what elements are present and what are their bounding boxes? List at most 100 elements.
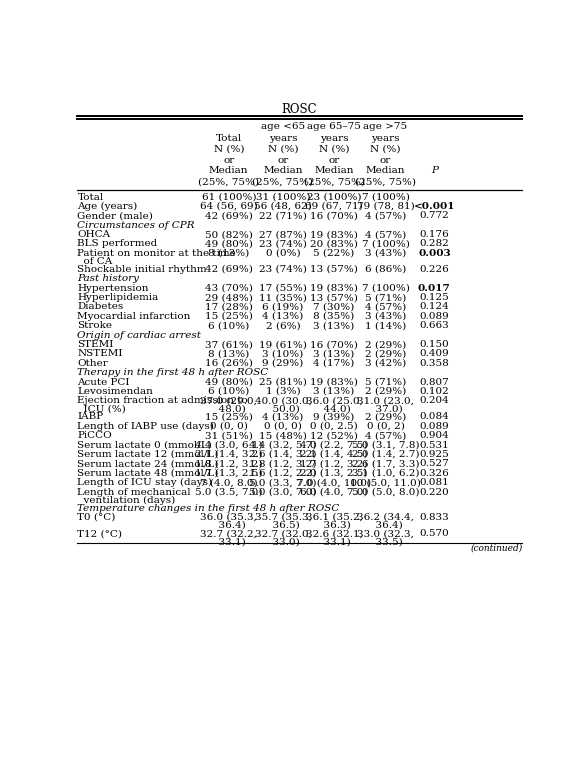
Text: 0 (0, 0): 0 (0, 0) xyxy=(210,422,248,431)
Text: 1 (14%): 1 (14%) xyxy=(365,321,406,330)
Text: 32.7 (32.2,: 32.7 (32.2, xyxy=(201,529,257,538)
Text: 0.326: 0.326 xyxy=(419,469,449,478)
Text: 22 (71%): 22 (71%) xyxy=(259,212,307,220)
Text: IABP: IABP xyxy=(78,412,104,422)
Text: Acute PCI: Acute PCI xyxy=(78,378,130,387)
Text: 0.089: 0.089 xyxy=(419,422,449,431)
Text: 20 (83%): 20 (83%) xyxy=(310,239,358,249)
Text: T0 (°C): T0 (°C) xyxy=(78,513,116,522)
Text: 0 (0, 2): 0 (0, 2) xyxy=(367,422,405,431)
Text: 0.220: 0.220 xyxy=(419,488,449,496)
Text: 19 (83%): 19 (83%) xyxy=(310,283,358,293)
Text: 4 (57%): 4 (57%) xyxy=(365,212,406,220)
Text: 4.0 (2.2, 7.5): 4.0 (2.2, 7.5) xyxy=(300,441,368,449)
Text: 17 (55%): 17 (55%) xyxy=(259,283,307,293)
Text: 0.531: 0.531 xyxy=(419,441,449,449)
Text: (25%, 75%): (25%, 75%) xyxy=(198,177,259,186)
Text: 0 (0, 2.5): 0 (0, 2.5) xyxy=(310,422,358,431)
Text: 42 (69%): 42 (69%) xyxy=(205,265,252,274)
Text: Total: Total xyxy=(216,134,242,144)
Text: 13 (57%): 13 (57%) xyxy=(310,293,358,302)
Text: ventilation (days): ventilation (days) xyxy=(78,496,175,505)
Text: (25%, 75%): (25%, 75%) xyxy=(304,177,364,186)
Text: (25%, 75%): (25%, 75%) xyxy=(252,177,314,186)
Text: Hypertension: Hypertension xyxy=(78,283,149,293)
Text: 0.081: 0.081 xyxy=(419,478,449,487)
Text: 15 (25%): 15 (25%) xyxy=(205,412,252,422)
Text: 17 (28%): 17 (28%) xyxy=(205,303,252,311)
Text: 3 (10%): 3 (10%) xyxy=(262,350,304,358)
Text: 48.0): 48.0) xyxy=(212,405,245,413)
Text: ICU (%): ICU (%) xyxy=(78,405,126,413)
Text: T12 (°C): T12 (°C) xyxy=(78,529,122,538)
Text: 31 (100%): 31 (100%) xyxy=(256,192,310,201)
Text: N (%): N (%) xyxy=(319,145,349,154)
Text: 0.925: 0.925 xyxy=(419,450,449,459)
Text: 5.0 (5.0, 8.0): 5.0 (5.0, 8.0) xyxy=(352,488,419,496)
Text: 5.0 (3.5, 7.0): 5.0 (3.5, 7.0) xyxy=(195,488,262,496)
Text: P: P xyxy=(431,166,438,175)
Text: 0.282: 0.282 xyxy=(419,239,449,249)
Text: 3 (13%): 3 (13%) xyxy=(314,387,354,396)
Text: 11 (35%): 11 (35%) xyxy=(259,293,307,302)
Text: Hyperlipidemia: Hyperlipidemia xyxy=(78,293,159,302)
Text: 40.0 (30.0,: 40.0 (30.0, xyxy=(255,396,311,405)
Text: 19 (83%): 19 (83%) xyxy=(310,378,358,387)
Text: Therapy in the first 48 h after ROSC: Therapy in the first 48 h after ROSC xyxy=(78,368,269,378)
Text: 0.204: 0.204 xyxy=(419,396,449,405)
Text: 0.772: 0.772 xyxy=(419,212,449,220)
Text: 36.2 (34.4,: 36.2 (34.4, xyxy=(357,513,414,522)
Text: 5.0 (3.3, 7.0): 5.0 (3.3, 7.0) xyxy=(249,478,317,487)
Text: 2.1 (1.4, 4.5): 2.1 (1.4, 4.5) xyxy=(300,450,368,459)
Text: 6.0 (4.0, 7.0): 6.0 (4.0, 7.0) xyxy=(300,488,368,496)
Text: 61 (100%): 61 (100%) xyxy=(202,192,256,201)
Text: 0.124: 0.124 xyxy=(419,303,449,311)
Text: 2 (6%): 2 (6%) xyxy=(266,321,300,330)
Text: 1.8 (1.2, 3.2): 1.8 (1.2, 3.2) xyxy=(249,459,317,469)
Text: Length of mechanical: Length of mechanical xyxy=(78,488,191,496)
Text: OHCA: OHCA xyxy=(78,230,111,239)
Text: 7 (4.0, 8.0): 7 (4.0, 8.0) xyxy=(200,478,258,487)
Text: 6 (10%): 6 (10%) xyxy=(208,321,250,330)
Text: 7.0 (4.0, 10.0): 7.0 (4.0, 10.0) xyxy=(297,478,371,487)
Text: 9 (29%): 9 (29%) xyxy=(262,359,304,367)
Text: 49 (80%): 49 (80%) xyxy=(205,239,252,249)
Text: 37 (61%): 37 (61%) xyxy=(205,340,252,349)
Text: 36.1 (35.2,: 36.1 (35.2, xyxy=(305,513,363,522)
Text: 79 (78, 81): 79 (78, 81) xyxy=(357,202,415,211)
Text: 27 (87%): 27 (87%) xyxy=(259,230,307,239)
Text: years: years xyxy=(371,134,400,144)
Text: 43 (70%): 43 (70%) xyxy=(205,283,252,293)
Text: Median: Median xyxy=(314,166,354,175)
Text: 2.6 (1.7, 3.3): 2.6 (1.7, 3.3) xyxy=(352,459,419,469)
Text: 36.4): 36.4) xyxy=(212,521,245,530)
Text: Length of ICU stay (days): Length of ICU stay (days) xyxy=(78,478,213,487)
Text: 16 (70%): 16 (70%) xyxy=(310,212,358,220)
Text: 3.1 (1.0, 6.2): 3.1 (1.0, 6.2) xyxy=(352,469,419,478)
Text: 13 (57%): 13 (57%) xyxy=(310,265,358,274)
Text: 5.0 (3.0, 7.0): 5.0 (3.0, 7.0) xyxy=(249,488,317,496)
Text: 31.0 (23.0,: 31.0 (23.0, xyxy=(357,396,414,405)
Text: PiCCO: PiCCO xyxy=(78,432,112,440)
Text: 33.0 (32.3,: 33.0 (32.3, xyxy=(357,529,414,538)
Text: Diabetes: Diabetes xyxy=(78,303,124,311)
Text: 1 (3%): 1 (3%) xyxy=(266,387,300,396)
Text: 2.0 (1.3, 2.5): 2.0 (1.3, 2.5) xyxy=(300,469,368,478)
Text: 0.570: 0.570 xyxy=(419,529,449,538)
Text: ROSC: ROSC xyxy=(281,103,317,116)
Text: Median: Median xyxy=(366,166,405,175)
Text: 12 (52%): 12 (52%) xyxy=(310,432,358,440)
Text: 36.0 (35.3,: 36.0 (35.3, xyxy=(201,513,257,522)
Text: Circumstances of CPR: Circumstances of CPR xyxy=(78,221,195,230)
Text: 0.102: 0.102 xyxy=(419,387,449,396)
Text: 7 (100%): 7 (100%) xyxy=(361,239,409,249)
Text: Serum lactate 24 (mmol/L): Serum lactate 24 (mmol/L) xyxy=(78,459,219,469)
Text: 3 (13%): 3 (13%) xyxy=(314,350,354,358)
Text: 2.1 (1.4, 3.2): 2.1 (1.4, 3.2) xyxy=(195,450,262,459)
Text: 8 (13%): 8 (13%) xyxy=(208,350,250,358)
Text: 2 (29%): 2 (29%) xyxy=(365,412,406,422)
Text: 16 (26%): 16 (26%) xyxy=(205,359,252,367)
Text: 33.5): 33.5) xyxy=(368,537,402,546)
Text: age <65: age <65 xyxy=(261,122,305,131)
Text: 8 (13%): 8 (13%) xyxy=(208,249,250,258)
